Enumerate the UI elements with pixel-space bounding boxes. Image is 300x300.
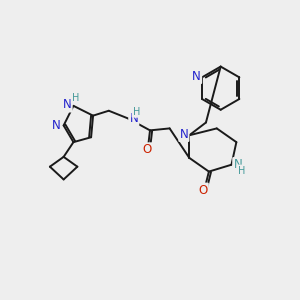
- Text: H: H: [238, 166, 245, 176]
- Text: N: N: [192, 70, 201, 83]
- Text: N: N: [179, 128, 188, 141]
- Text: H: H: [133, 107, 140, 117]
- Text: N: N: [52, 119, 61, 132]
- Text: N: N: [63, 98, 71, 111]
- Text: H: H: [72, 93, 79, 103]
- Text: N: N: [233, 158, 242, 171]
- Text: N: N: [129, 112, 138, 125]
- Text: O: O: [142, 143, 152, 157]
- Text: O: O: [198, 184, 208, 197]
